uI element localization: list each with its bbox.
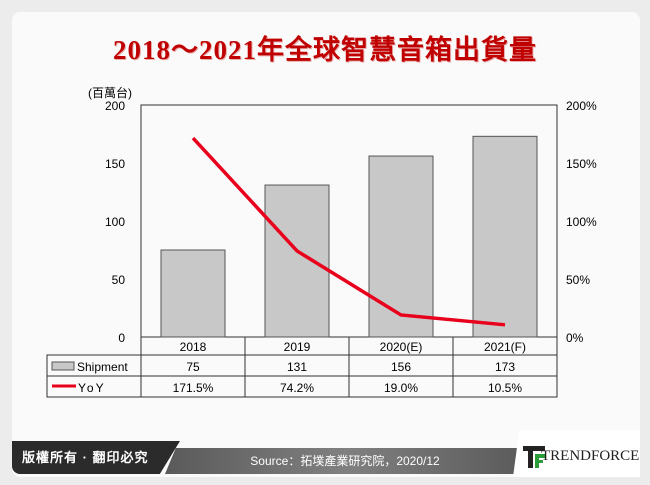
table-cell-shipment: 75 [186, 360, 200, 374]
trendforce-logo-text: TRENDFORCE [541, 448, 640, 464]
table-cell-yoy: 74.2% [280, 381, 314, 395]
x-tick-label: 2020(E) [380, 340, 423, 354]
legend-label-yoy: YoY [78, 381, 106, 395]
chart-title: 2018～2021年全球智慧音箱出貨量 [113, 35, 537, 65]
bar-shipment [368, 155, 434, 338]
x-tick-label: 2019 [284, 340, 311, 354]
line-yoy [191, 136, 506, 327]
table-cell-yoy: 171.5% [173, 381, 214, 395]
y-right-tick-label: 150% [566, 157, 597, 171]
table-cell-shipment: 156 [391, 360, 411, 374]
trendforce-logo-icon [523, 446, 545, 468]
table-cell-shipment: 173 [495, 360, 515, 374]
table-cell-shipment: 131 [287, 360, 307, 374]
legend-label-shipment: Shipment [77, 360, 128, 374]
trendforce-logo: TRENDFORCE [513, 430, 640, 477]
table-cell-yoy: 10.5% [488, 381, 522, 395]
bar-shipment [472, 135, 538, 338]
y-left-tick-label: 0 [118, 331, 125, 345]
y-axis-unit: (百萬台) [88, 85, 132, 100]
y-left-tick-label: 150 [105, 157, 125, 171]
y-right-tick-label: 100% [566, 215, 597, 229]
y-left-tick-label: 200 [105, 99, 125, 113]
copyright-badge: 版權所有 · 翻印必究 [12, 441, 180, 474]
y-right-tick-label: 0% [566, 331, 584, 345]
y-right-tick-label: 200% [566, 99, 597, 113]
bar-shipment [160, 249, 226, 338]
x-tick-label: 2021(F) [484, 340, 526, 354]
legend-swatch-shipment [51, 361, 75, 371]
table-cell-yoy: 19.0% [384, 381, 418, 395]
source-text: Source：拓墣產業研究院，2020/12 [165, 448, 525, 474]
y-right-tick-label: 50% [566, 273, 590, 287]
x-tick-label: 2018 [180, 340, 207, 354]
bar-shipment [264, 184, 330, 338]
y-left-tick-label: 100 [105, 215, 125, 229]
y-left-tick-label: 50 [112, 273, 126, 287]
